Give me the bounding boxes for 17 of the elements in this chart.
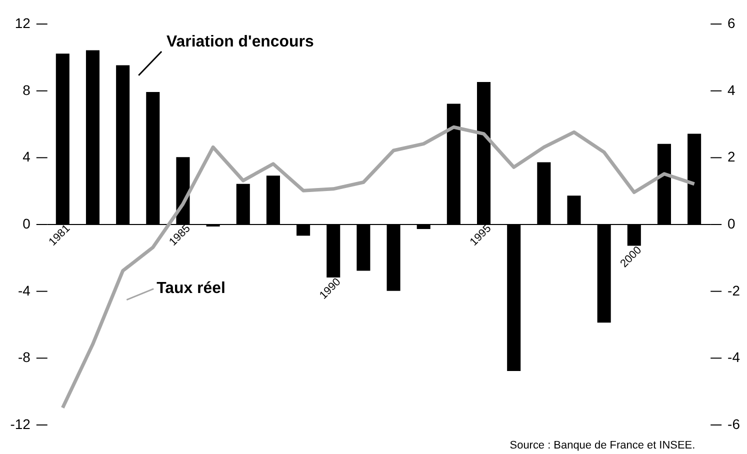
legend-label: Taux réel [156, 280, 226, 297]
source-note: Source : Banque de France et INSEE. [510, 439, 696, 452]
text: Variation d'encours [166, 33, 314, 50]
y2-tick-label: 2 [728, 148, 736, 165]
y2-tick-label: -4 [728, 349, 740, 366]
y-tick-label: 8 [22, 82, 31, 98]
y2-tick-label: -2 [728, 282, 740, 298]
y-tick-label: -4 [18, 282, 31, 298]
y-tick-label: -8 [18, 349, 31, 366]
y-tick-label: 4 [22, 148, 31, 165]
y2-tick-label: 0 [728, 215, 736, 232]
y2-tick-label: -6 [728, 416, 740, 432]
y-tick-label: 12 [14, 15, 31, 32]
y-tick-label: -12 [10, 416, 31, 432]
y2-tick-label: 6 [728, 15, 736, 32]
y2-tick-label: 4 [728, 82, 736, 98]
y-tick-label: 0 [22, 215, 31, 232]
